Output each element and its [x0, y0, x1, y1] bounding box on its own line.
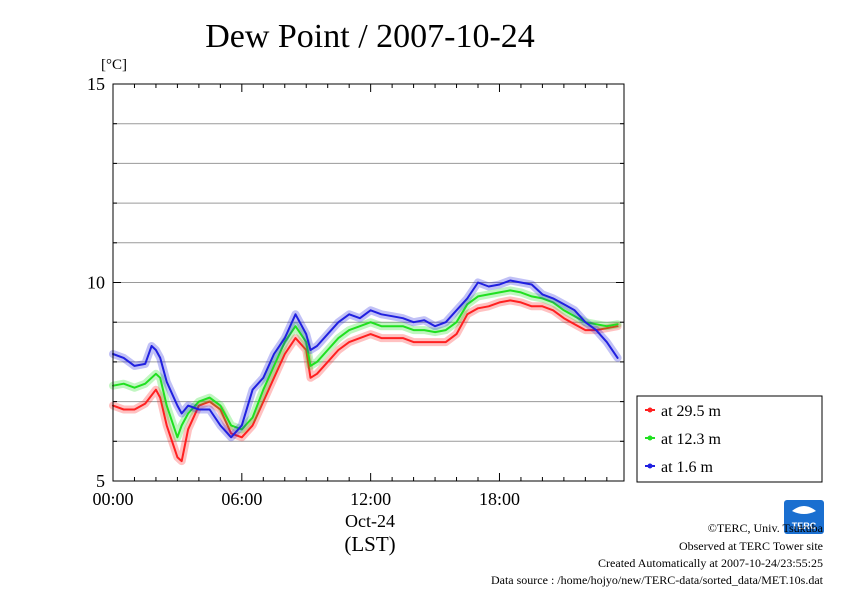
y-tick-label: 10: [87, 273, 105, 293]
series-line-at-29-5-m: [112, 299, 619, 463]
x-tick-label: 06:00: [221, 489, 262, 509]
x-tick-label: 18:00: [479, 489, 520, 509]
terc-logo-badge: [784, 500, 824, 534]
series-lines: [109, 276, 622, 466]
y-tick-label: 15: [87, 74, 105, 94]
legend-label: at 1.6 m: [661, 459, 714, 476]
legend-marker: [647, 407, 653, 413]
terc-logo: TERC: [784, 500, 824, 534]
copyright-text: ©TERC, Univ. Tsukuba: [708, 521, 824, 535]
data-source-text: Data source : /home/hojyo/new/TERC-data/…: [491, 573, 824, 587]
terc-logo-text: TERC: [792, 521, 817, 531]
legend: at 29.5 m at 12.3 m at 1.6 m: [636, 395, 823, 483]
y-axis-unit: [°C]: [101, 57, 127, 73]
grid-lines: [113, 123, 624, 442]
legend-label: at 12.3 m: [661, 431, 722, 448]
legend-marker: [647, 435, 653, 441]
chart-title: Dew Point / 2007-10-24: [205, 18, 535, 55]
observed-text: Observed at TERC Tower site: [679, 539, 823, 553]
created-text: Created Automatically at 2007-10-24/23:5…: [598, 556, 823, 570]
y-tick-label: 5: [96, 471, 105, 491]
series-line-at-12-3-m: [112, 289, 619, 439]
series-line-at-1-6-m: [112, 279, 619, 439]
x-tick-label: 00:00: [92, 489, 133, 509]
x-date-label: Oct-24: [345, 511, 395, 531]
legend-label: at 29.5 m: [661, 403, 722, 420]
legend-marker: [647, 463, 653, 469]
legend-box: [636, 395, 823, 483]
x-timezone-label: (LST): [344, 532, 395, 556]
water-drop-icon: [792, 506, 816, 514]
axis-ticks: 00:00 06:00 12:00 18:00 5 10 15: [87, 74, 624, 509]
x-tick-label: 12:00: [350, 489, 391, 509]
